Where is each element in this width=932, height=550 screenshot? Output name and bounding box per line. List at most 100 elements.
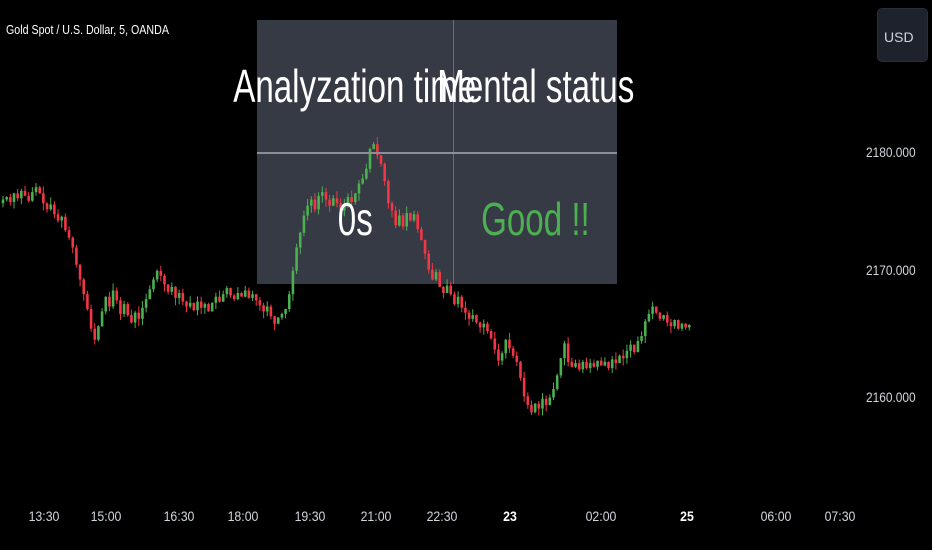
candle-body	[665, 315, 669, 323]
candle-body	[500, 353, 504, 361]
candle	[643, 319, 647, 344]
candle-body	[365, 168, 368, 179]
candle-body	[361, 178, 364, 184]
candle-body	[152, 279, 155, 290]
candle	[254, 294, 258, 306]
candle	[442, 285, 445, 299]
candle-body	[445, 285, 449, 293]
candle-body	[416, 214, 420, 230]
candle	[343, 198, 346, 217]
candle-body	[478, 322, 482, 328]
candle	[632, 344, 636, 355]
candle-body	[258, 300, 262, 306]
candle	[453, 291, 456, 306]
candle	[49, 197, 53, 211]
candle-body	[401, 215, 405, 227]
candle-body	[412, 214, 416, 221]
candle-body	[574, 363, 577, 367]
candle-body	[449, 285, 453, 295]
candle-body	[174, 286, 177, 298]
candle	[133, 310, 137, 329]
candle	[232, 293, 236, 302]
candle	[93, 323, 97, 345]
candle	[104, 296, 108, 315]
candle-body	[398, 215, 401, 226]
candle	[309, 196, 313, 213]
candle	[599, 357, 603, 366]
candle	[280, 312, 284, 320]
candle-body	[394, 210, 397, 226]
candle-body	[588, 363, 592, 369]
candle	[258, 297, 262, 311]
candle-body	[651, 306, 654, 314]
candle	[387, 179, 390, 209]
candle	[438, 269, 442, 288]
candle	[27, 192, 30, 203]
candle	[243, 285, 247, 298]
candle	[445, 279, 449, 294]
candle-body	[515, 355, 519, 362]
candle	[526, 392, 530, 409]
candle-body	[56, 214, 60, 221]
candle-body	[148, 289, 152, 300]
candle-body	[577, 363, 581, 370]
candle	[328, 194, 331, 212]
candle	[423, 239, 427, 260]
candle-body	[482, 323, 486, 328]
candle	[5, 196, 8, 202]
candle	[684, 322, 687, 330]
candle	[86, 290, 89, 311]
candle-body	[438, 272, 442, 287]
candle-body	[486, 323, 489, 332]
candle-body	[643, 321, 647, 337]
candle	[401, 212, 405, 230]
candle-body	[298, 232, 302, 248]
candle-body	[269, 306, 273, 317]
candle	[97, 325, 100, 342]
candle-body	[453, 294, 456, 305]
candle-body	[533, 403, 537, 413]
candle	[71, 236, 75, 254]
candle-body	[254, 294, 258, 301]
candle-body	[122, 304, 126, 314]
candle	[12, 192, 16, 209]
candle	[354, 192, 357, 205]
candle-body	[427, 253, 431, 270]
candle	[376, 137, 379, 160]
candle	[75, 244, 78, 268]
candle-body	[192, 302, 196, 311]
candle	[16, 189, 19, 202]
candle	[398, 209, 401, 227]
candle-body	[420, 229, 423, 241]
candle-body	[676, 320, 680, 329]
candle-body	[166, 284, 170, 292]
candle-body	[332, 198, 335, 206]
candle-body	[265, 306, 269, 312]
candle-body	[111, 290, 115, 307]
candle-body	[339, 203, 342, 211]
candle-body	[104, 296, 108, 312]
candle	[379, 154, 383, 167]
candle	[460, 294, 464, 313]
candle-body	[75, 247, 78, 265]
candle	[471, 309, 475, 322]
candle	[67, 226, 71, 241]
candle	[394, 206, 397, 229]
table-value-analyzation-time: 0s	[337, 193, 373, 245]
candle-body	[262, 305, 265, 312]
candle	[152, 277, 155, 292]
candle-body	[592, 363, 596, 367]
table-value-mental-status: Good !!	[481, 193, 590, 245]
candlestick-chart[interactable]	[0, 0, 860, 500]
candle-body	[658, 312, 662, 319]
currency-button[interactable]: USD	[877, 8, 928, 62]
candle-body	[155, 270, 159, 280]
candle-body	[34, 187, 38, 193]
candle	[552, 382, 555, 401]
candle	[416, 211, 420, 233]
candle	[372, 141, 375, 150]
candle-body	[673, 320, 676, 327]
candle	[265, 301, 269, 317]
candle-body	[9, 197, 12, 202]
candle	[464, 301, 467, 320]
